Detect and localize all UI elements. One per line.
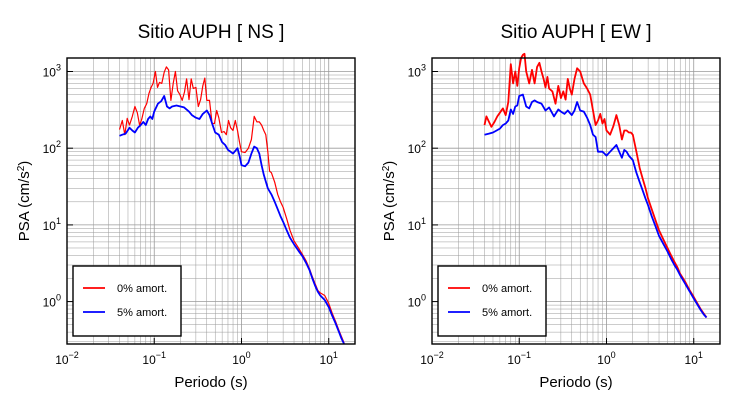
y-tick-label: 101 [408,216,426,233]
legend-label-5pct: 5% amort. [117,307,167,319]
x-tick-label: 10−2 [420,350,444,367]
x-tick-exponent: −2 [69,350,79,360]
x-tick-base: 10 [507,353,521,367]
y-tick-exponent: 3 [421,63,426,73]
y-tick-base: 10 [43,66,57,80]
y-tick-label: 103 [408,63,426,80]
series-layer [118,66,345,345]
x-tick-base: 10 [597,353,611,367]
y-tick-base: 10 [408,66,422,80]
y-tick-label: 102 [43,139,61,156]
x-axis-label: Periodo (s) [539,374,612,391]
x-tick-label: 100 [597,350,615,367]
y-tick-exponent: 2 [56,139,61,149]
chart-title: Sitio AUPH [ NS ] [138,22,285,43]
x-tick-base: 10 [55,353,69,367]
y-axis-label: PSA (cm/s2) [381,161,399,242]
legend-label-0pct: 0% amort. [482,283,532,295]
plot-frame [66,57,356,345]
series-layer [483,52,708,319]
x-tick-label: 10−2 [55,350,79,367]
y-tick-label: 100 [408,293,426,310]
plot-frame [431,57,721,345]
x-axis-label: Periodo (s) [174,374,247,391]
legend-box [72,265,182,337]
x-tick-label: 10−1 [142,350,166,367]
x-tick-base: 10 [685,353,699,367]
y-tick-label: 101 [43,216,61,233]
x-tick-exponent: 1 [698,350,703,360]
y-tick-exponent: 1 [421,216,426,226]
y-tick-exponent: 2 [421,139,426,149]
y-axis-label: PSA (cm/s2) [16,161,34,242]
x-tick-base: 10 [320,353,334,367]
x-tick-label: 101 [320,350,338,367]
x-tick-exponent: −1 [156,350,166,360]
x-tick-exponent: −2 [434,350,444,360]
y-tick-base: 10 [408,219,422,233]
legend: 0% amort. 5% amort. [72,265,182,337]
x-tick-base: 10 [232,353,246,367]
y-tick-exponent: 3 [56,63,61,73]
y-tick-base: 10 [408,296,422,310]
y-tick-exponent: 0 [421,293,426,303]
series-line-5pct [484,93,708,319]
x-tick-exponent: 0 [246,350,251,360]
x-tick-label: 10−1 [507,350,531,367]
chart-title: Sitio AUPH [ EW ] [501,22,652,43]
y-tick-base: 10 [408,142,422,156]
x-tick-label: 101 [685,350,703,367]
x-tick-exponent: 1 [333,350,338,360]
legend-label-5pct: 5% amort. [482,307,532,319]
legend-label-0pct: 0% amort. [117,283,167,295]
x-tick-exponent: −1 [521,350,531,360]
x-tick-base: 10 [420,353,434,367]
x-tick-base: 10 [142,353,156,367]
x-tick-exponent: 0 [611,350,616,360]
y-tick-exponent: 1 [56,216,61,226]
series-line-0pct [118,66,345,344]
y-tick-base: 10 [43,296,57,310]
legend: 0% amort. 5% amort. [437,265,547,337]
x-tick-label: 100 [232,350,250,367]
y-tick-label: 100 [43,293,61,310]
series-line-5pct [119,95,345,345]
y-tick-exponent: 0 [56,293,61,303]
legend-box [437,265,547,337]
y-tick-base: 10 [43,219,57,233]
series-line-0pct [483,52,708,319]
y-tick-label: 103 [43,63,61,80]
y-tick-base: 10 [43,142,57,156]
y-tick-label: 102 [408,139,426,156]
